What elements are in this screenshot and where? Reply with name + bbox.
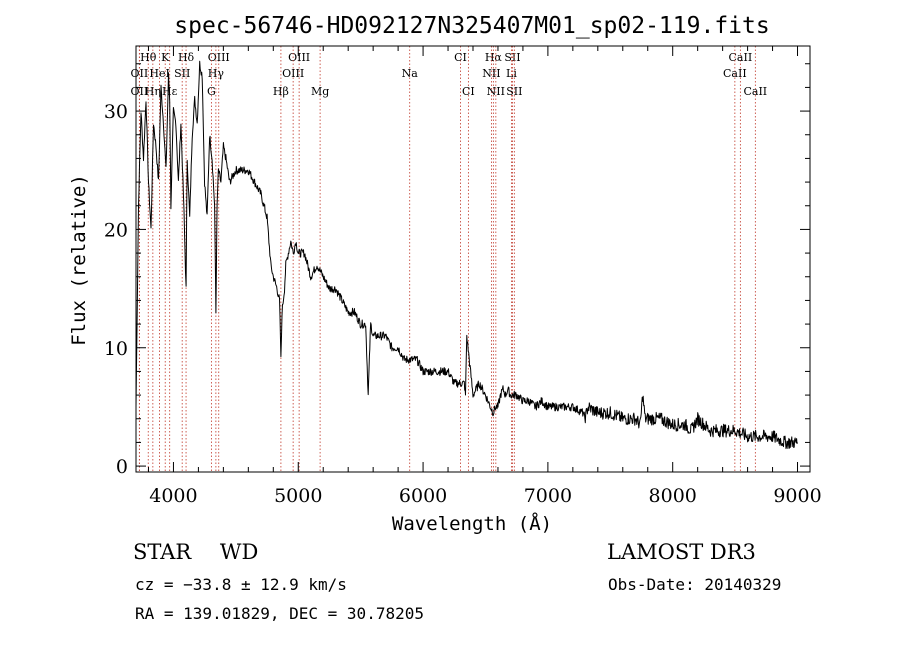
line-label-25: CaII — [729, 51, 753, 64]
axes-layer: 4000 5000 6000 7000 8000 9000 0 10 20 30 — [104, 46, 822, 507]
line-label-6: Hδ — [178, 51, 195, 64]
line-label-21: NII — [487, 85, 505, 98]
x-tick-label-0: 4000 — [149, 485, 197, 507]
x-tick-label-3: 7000 — [524, 485, 572, 507]
line-label-12: Hβ — [273, 85, 289, 98]
line-label-26: CaII — [723, 67, 747, 80]
line-label-18: CI — [462, 85, 475, 98]
line-label-4: HeI — [149, 67, 169, 80]
x-tick-label-2: 6000 — [399, 485, 447, 507]
spectral-line-markers: Hθ OII OII K HeI Hη Hδ SII Hε OIII Hγ G Hβ OIII OIII Mg… — [131, 46, 767, 472]
line-label-13: OIII — [288, 51, 310, 64]
line-label-2: OII — [131, 85, 149, 98]
redshift-text: cz = −33.8 ± 12.9 km/s — [135, 575, 347, 594]
class-label: STAR — [133, 540, 192, 564]
x-tick-label-1: 5000 — [274, 485, 322, 507]
line-label-19: Hα — [485, 51, 503, 64]
subclass-label: WD — [219, 540, 259, 564]
line-label-7: SII — [174, 67, 190, 80]
line-label-10: Hγ — [208, 67, 225, 80]
line-label-11: G — [207, 85, 216, 98]
line-label-27: CaII — [743, 85, 767, 98]
chart-title: spec-56746-HD092127N325407M01_sp02-119.f… — [174, 13, 769, 39]
series-layer — [135, 60, 798, 450]
x-tick-label-4: 8000 — [649, 485, 697, 507]
y-tick-label-2: 20 — [104, 219, 128, 241]
line-label-1: OII — [131, 67, 149, 80]
line-label-15: Mg — [311, 85, 329, 98]
y-tick-label-1: 10 — [104, 338, 128, 360]
survey-label: LAMOST DR3 — [607, 540, 756, 564]
line-label-20: NII — [482, 67, 500, 80]
object-class: STAR WD — [133, 540, 258, 564]
line-label-14: OIII — [282, 67, 304, 80]
line-label-5: Hη — [145, 85, 161, 98]
x-axis-label: Wavelength (Å) — [392, 512, 552, 535]
line-label-22: SII — [504, 51, 520, 64]
x-tick-label-5: 9000 — [773, 485, 821, 507]
line-label-3: K — [161, 51, 170, 64]
line-label-16: Na — [402, 67, 419, 80]
y-tick-label-3: 30 — [104, 101, 128, 123]
coordinates-text: RA = 139.01829, DEC = 30.78205 — [135, 604, 424, 623]
y-axis-label: Flux (relative) — [68, 174, 90, 346]
obs-date-text: Obs-Date: 20140329 — [608, 575, 782, 594]
line-label-23: Li — [506, 67, 517, 80]
plot-frame — [135, 45, 811, 473]
series-line-flux — [135, 60, 798, 450]
line-label-8: Hε — [162, 85, 178, 98]
line-label-0: Hθ — [140, 51, 157, 64]
line-label-9: OIII — [208, 51, 230, 64]
y-tick-label-0: 0 — [116, 456, 128, 478]
line-label-17: CI — [454, 51, 467, 64]
line-label-24: SII — [506, 85, 522, 98]
